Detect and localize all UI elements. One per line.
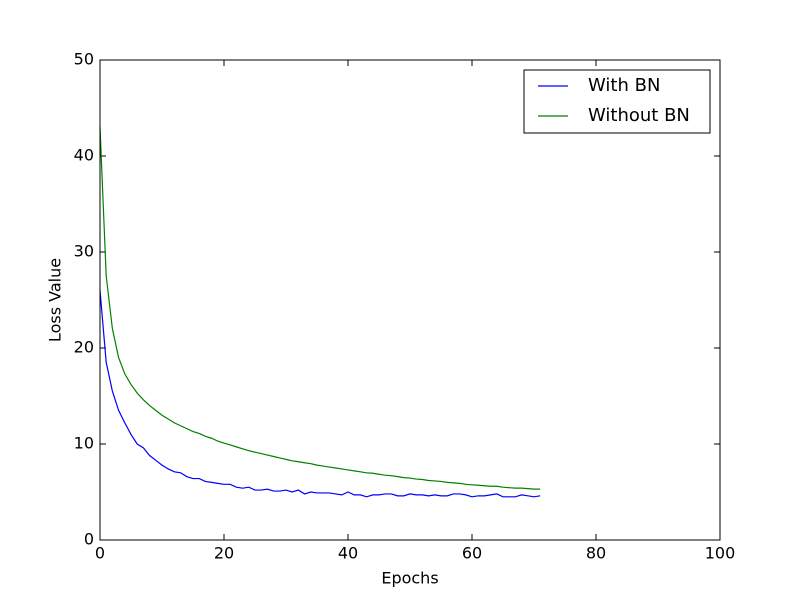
x-tick-label: 80 <box>586 544 606 563</box>
x-axis-label: Epochs <box>381 569 438 588</box>
y-tick-label: 50 <box>74 50 94 69</box>
legend-label: With BN <box>588 75 660 96</box>
x-tick-label: 100 <box>705 544 736 563</box>
x-tick-label: 60 <box>462 544 482 563</box>
plot-frame <box>99 59 721 541</box>
y-tick-label: 20 <box>74 338 94 357</box>
x-tick-label: 40 <box>338 544 358 563</box>
y-tick-label: 10 <box>74 434 94 453</box>
x-tick-label: 20 <box>214 544 234 563</box>
series-line <box>99 127 541 490</box>
y-tick-label: 0 <box>84 530 94 549</box>
y-tick-label: 40 <box>74 146 94 165</box>
legend-label: Without BN <box>588 105 690 126</box>
x-tick-label: 0 <box>95 544 105 563</box>
y-axis-label: Loss Value <box>46 258 65 342</box>
series-line <box>99 290 541 498</box>
legend-box <box>523 69 711 134</box>
y-tick-label: 30 <box>74 242 94 261</box>
